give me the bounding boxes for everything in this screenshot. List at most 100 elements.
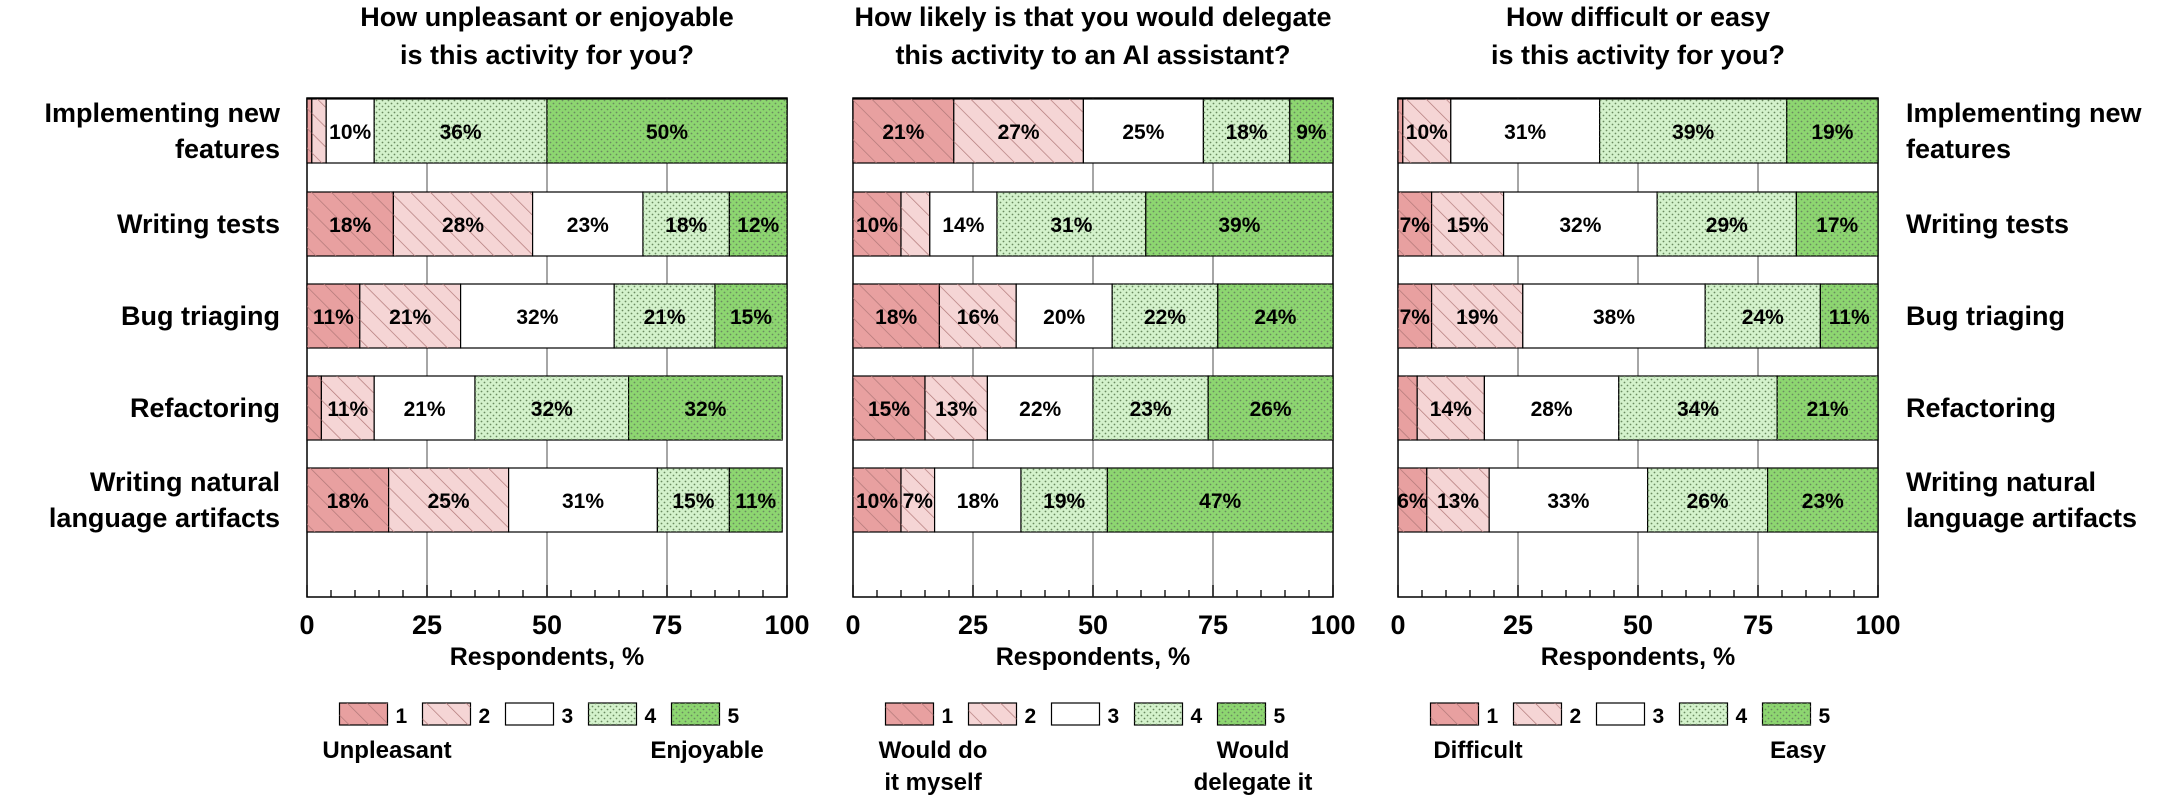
bar-segment [1502, 191, 1658, 257]
bar-segment [373, 375, 476, 441]
bar-segment-pattern [901, 468, 935, 532]
bar-segment-pattern [1208, 376, 1333, 440]
data-label: 18% [875, 306, 917, 329]
data-label: 18% [957, 490, 999, 513]
data-label: 21% [644, 306, 686, 329]
bar-segment [933, 467, 1022, 533]
data-label: 10% [856, 214, 898, 237]
x-tick-label: 0 [1390, 610, 1405, 640]
data-label: 19% [1456, 306, 1498, 329]
data-label: 15% [1447, 214, 1489, 237]
bar-segment-pattern [1618, 376, 1778, 440]
bar-segment-pattern [1021, 468, 1108, 532]
bar-segment-pattern [1402, 99, 1451, 163]
bar-segment-pattern [311, 99, 327, 163]
category-label: Bug triaging [1906, 301, 2065, 331]
data-label: 33% [1547, 490, 1589, 513]
legend-label: 2 [479, 705, 491, 728]
bar-segment-pattern [1398, 192, 1432, 256]
bar-segment-pattern [307, 376, 322, 440]
bar-segment [1488, 467, 1649, 533]
bar-segment-pattern [853, 376, 925, 440]
data-label: 18% [327, 490, 369, 513]
x-tick-label: 0 [845, 610, 860, 640]
bar-segment-pattern [729, 192, 787, 256]
legend-swatch-pattern [1762, 703, 1811, 725]
legend-label: 3 [1653, 705, 1665, 728]
legend-anchor-high: Enjoyable [650, 737, 763, 764]
bar-segment-pattern [1777, 376, 1878, 440]
data-label: 7% [1400, 306, 1431, 329]
data-label: 39% [1218, 214, 1260, 237]
bar-segment-pattern [1217, 284, 1333, 348]
x-axis-label: Respondents, % [450, 643, 644, 671]
data-label: 25% [428, 490, 470, 513]
legend-swatch-pattern [1217, 703, 1266, 725]
chart-title: is this activity for you? [400, 40, 694, 70]
legend-swatch-pattern [968, 703, 1017, 725]
data-label: 11% [735, 490, 776, 513]
data-label: 23% [1802, 490, 1844, 513]
legend-label: 3 [1108, 705, 1120, 728]
data-label: 15% [672, 490, 714, 513]
bar-segment-pattern [657, 468, 730, 532]
x-tick-label: 50 [532, 610, 562, 640]
bar-segment-pattern [1796, 192, 1878, 256]
legend-anchor-low: Difficult [1433, 737, 1522, 764]
data-label: 19% [1043, 490, 1085, 513]
data-label: 11% [313, 306, 354, 329]
bar-segment-pattern [1398, 468, 1427, 532]
category-label: language artifacts [49, 503, 280, 533]
x-tick-label: 0 [299, 610, 314, 640]
bar-segment-pattern [547, 99, 787, 163]
category-label: Implementing new [44, 98, 281, 128]
bar-segment [1015, 283, 1113, 349]
legend-anchor-high: Easy [1770, 737, 1827, 764]
bar-segment [1082, 98, 1205, 164]
data-label: 26% [1687, 490, 1729, 513]
data-label: 10% [1406, 121, 1448, 144]
category-label: Writing natural [1906, 467, 2096, 497]
data-label: 18% [329, 214, 371, 237]
legend-label: 5 [1819, 705, 1831, 728]
bar-segment-pattern [628, 376, 783, 440]
bar-segment [531, 191, 644, 257]
bar-segment-pattern [1145, 192, 1333, 256]
bar-segment-pattern [1398, 99, 1403, 163]
bar-segment-pattern [307, 192, 394, 256]
bar-segment-pattern [925, 376, 988, 440]
data-label: 24% [1254, 306, 1296, 329]
chart-panel-1: How unpleasant or enjoyable is this activ… [299, 2, 809, 764]
legend-label: 4 [1191, 705, 1203, 728]
category-label: Refactoring [130, 393, 280, 423]
bar-segment [1522, 283, 1706, 349]
legend-swatch-pattern [339, 703, 388, 725]
legend-swatch-pattern [1430, 703, 1479, 725]
data-label: 31% [1504, 121, 1546, 144]
data-label: 14% [1430, 398, 1472, 421]
x-tick-label: 75 [1198, 610, 1228, 640]
bar-segment [460, 283, 615, 349]
bar-segment-pattern [1820, 284, 1878, 348]
data-label: 38% [1593, 306, 1635, 329]
x-tick-label: 25 [1503, 610, 1533, 640]
data-label: 12% [737, 214, 779, 237]
bar-segment-pattern [1426, 468, 1490, 532]
legend-label: 3 [562, 705, 574, 728]
bar-segment-pattern [1107, 468, 1333, 532]
data-label: 23% [567, 214, 609, 237]
data-label: 6% [1397, 490, 1428, 513]
legend-label: 1 [942, 705, 954, 728]
category-label: Bug triaging [121, 301, 280, 331]
data-label: 18% [665, 214, 707, 237]
bar-segment-pattern [321, 376, 375, 440]
bar-segment-pattern [359, 284, 461, 348]
chart-title: How unpleasant or enjoyable [360, 2, 734, 32]
bar-segment-pattern [1112, 284, 1218, 348]
data-label: 10% [856, 490, 898, 513]
bar-segment-pattern [388, 468, 509, 532]
bar-segment-pattern [374, 99, 547, 163]
data-label: 28% [1531, 398, 1573, 421]
legend-swatch-pattern [1513, 703, 1562, 725]
legend-swatch-pattern [885, 703, 934, 725]
